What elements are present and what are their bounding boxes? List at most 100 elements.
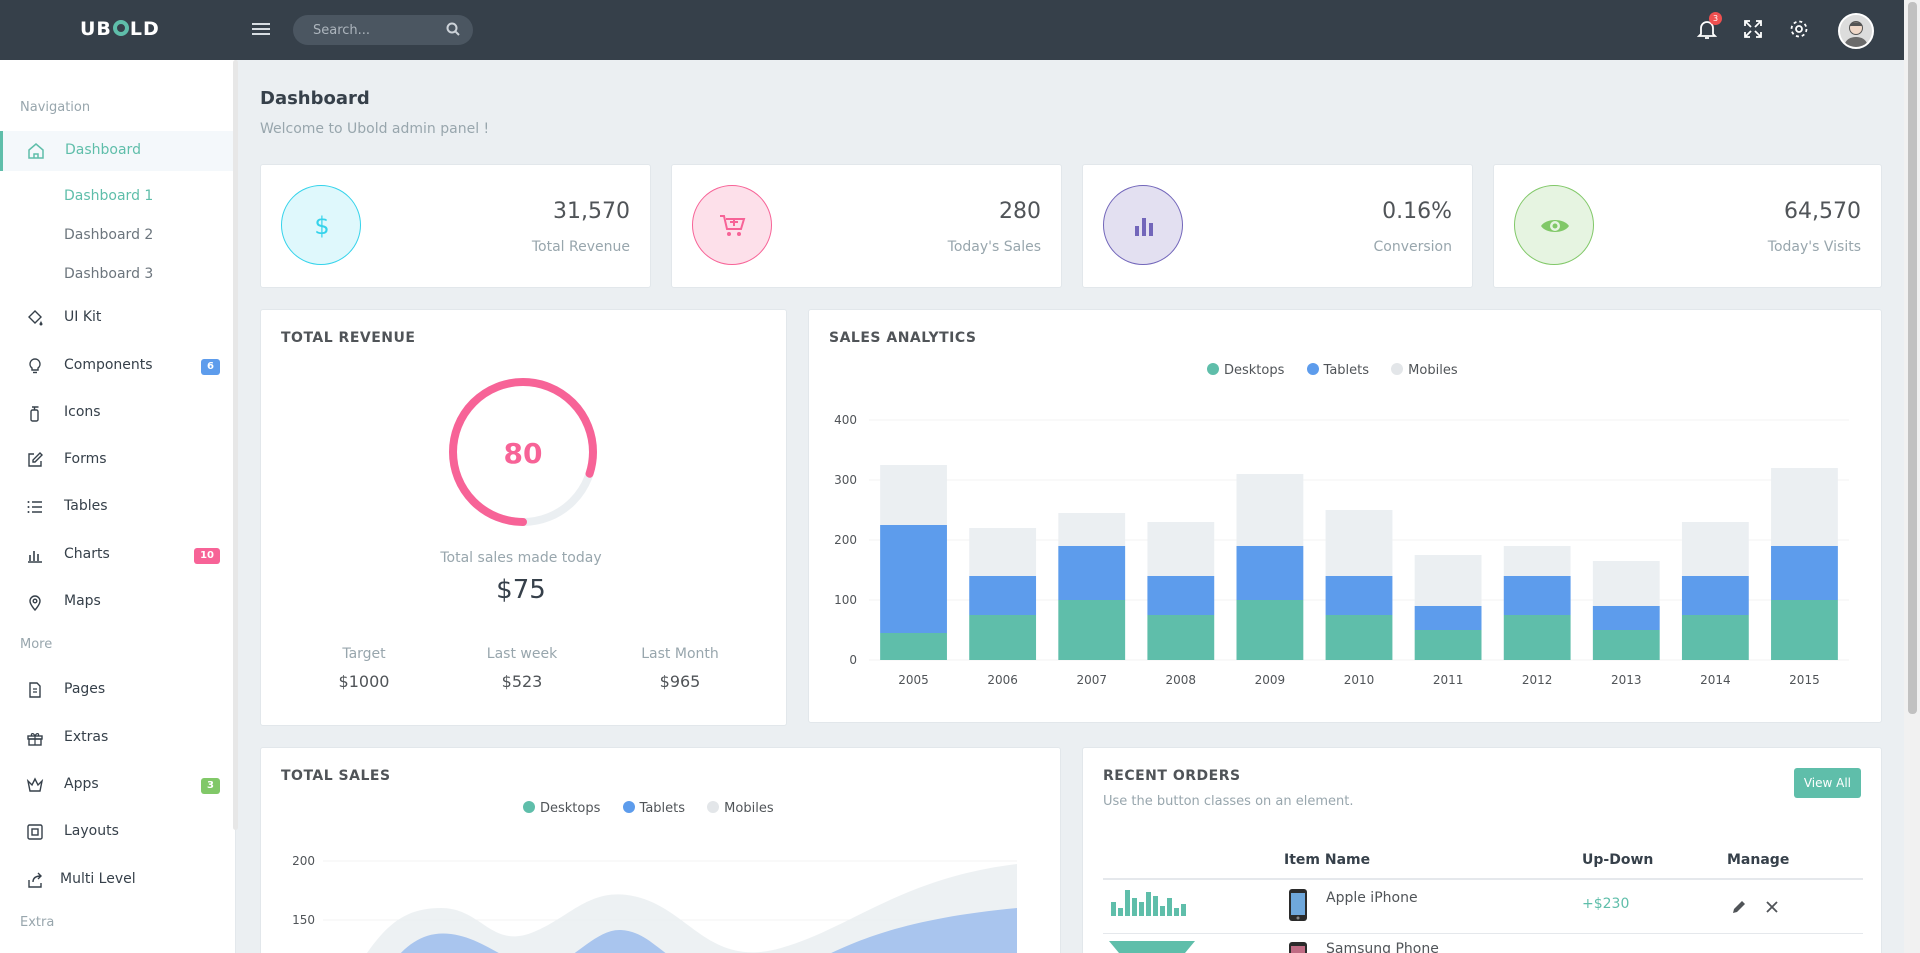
close-icon[interactable] bbox=[1763, 898, 1781, 916]
order-item-name[interactable]: Samsung Phone bbox=[1326, 941, 1439, 953]
scrollbar-thumb[interactable] bbox=[1908, 2, 1917, 714]
stat-icon-circle bbox=[1514, 185, 1594, 265]
legend-item-desktops[interactable]: Desktops bbox=[1207, 363, 1284, 378]
stat-label: Today's Sales bbox=[947, 239, 1041, 255]
bar-desktops bbox=[1325, 615, 1393, 660]
bar-tablets bbox=[1325, 576, 1393, 615]
sidebar-item-layouts[interactable]: Layouts bbox=[0, 812, 236, 852]
area-tablets bbox=[400, 908, 1017, 953]
extra-section-title: Extra bbox=[20, 915, 55, 930]
sidebar-item-dashboard[interactable]: Dashboard bbox=[0, 131, 236, 171]
stat-label: Today's Visits bbox=[1767, 239, 1861, 255]
stat-value: 0.16% bbox=[1382, 199, 1452, 224]
sidebar-item-tables[interactable]: Tables bbox=[0, 487, 236, 527]
area-mobiles bbox=[367, 864, 1017, 953]
hamburger-menu-icon[interactable] bbox=[252, 20, 270, 40]
legend-dot bbox=[622, 801, 635, 813]
sidebar-item-label: Layouts bbox=[64, 823, 119, 839]
revenue-target-column: Target $1000 bbox=[284, 646, 444, 691]
legend-label: Tablets bbox=[1323, 363, 1370, 378]
stat-label: Total Revenue bbox=[531, 239, 630, 255]
page-scrollbar[interactable] bbox=[1904, 0, 1920, 953]
card-title: RECENT ORDERS bbox=[1103, 768, 1241, 784]
search-icon[interactable] bbox=[446, 22, 460, 36]
sidebar-item-charts[interactable]: Charts 10 bbox=[0, 535, 236, 575]
bar-mobiles bbox=[1503, 546, 1571, 576]
column-label: Last week bbox=[486, 646, 558, 662]
legend-item-desktops[interactable]: Desktops bbox=[523, 801, 600, 816]
bar-mobiles bbox=[1592, 561, 1660, 606]
sidebar-item-label: Components bbox=[64, 357, 153, 373]
sidebar-scrollbar[interactable] bbox=[233, 60, 238, 830]
sidebar-item-label: Forms bbox=[64, 451, 107, 467]
sidebar-item-maps[interactable]: Maps bbox=[0, 582, 236, 622]
sidebar-item-pages[interactable]: Pages bbox=[0, 670, 236, 710]
search-box bbox=[293, 15, 473, 45]
bar-mobiles bbox=[1058, 513, 1126, 546]
app-logo[interactable]: UB LD bbox=[80, 18, 160, 40]
legend-label: Mobiles bbox=[724, 801, 774, 816]
sidebar-item-forms[interactable]: Forms bbox=[0, 440, 236, 480]
table-header-divider bbox=[1103, 878, 1863, 880]
view-all-button[interactable]: View All bbox=[1793, 768, 1861, 798]
search-input[interactable] bbox=[293, 15, 433, 45]
edit-icon bbox=[28, 452, 43, 467]
stat-label: Conversion bbox=[1373, 239, 1453, 255]
x-tick-label: 2014 bbox=[1700, 673, 1731, 687]
list-icon bbox=[27, 501, 42, 513]
stat-value: 280 bbox=[999, 199, 1041, 224]
sidebar-item-ui-kit[interactable]: UI Kit bbox=[0, 298, 236, 338]
y-tick-label: 0 bbox=[849, 653, 857, 667]
paint-bucket-icon bbox=[28, 310, 43, 326]
x-tick-label: 2009 bbox=[1255, 673, 1286, 687]
fullscreen-icon[interactable] bbox=[1741, 17, 1765, 41]
x-tick-label: 2007 bbox=[1076, 673, 1107, 687]
sidebar-item-multi-level[interactable]: Multi Level bbox=[0, 860, 236, 900]
user-avatar[interactable] bbox=[1838, 13, 1874, 49]
sidebar-subitem-dashboard-3[interactable]: Dashboard 3 bbox=[64, 266, 154, 282]
table-header-up-down[interactable]: Up-Down bbox=[1582, 852, 1654, 868]
stat-icon-circle bbox=[692, 185, 772, 265]
legend-item-mobiles[interactable]: Mobiles bbox=[707, 801, 774, 816]
bar-mobiles bbox=[1681, 522, 1749, 576]
revenue-caption: Total sales made today bbox=[440, 550, 602, 566]
bar-desktops bbox=[1771, 600, 1838, 660]
table-header-item-name[interactable]: Item Name bbox=[1284, 852, 1371, 868]
cart-plus-icon bbox=[720, 215, 746, 236]
column-value: $965 bbox=[659, 672, 701, 691]
bar-desktops bbox=[969, 615, 1037, 660]
bar-mobiles bbox=[1771, 468, 1838, 546]
sidebar-subitem-dashboard-1[interactable]: Dashboard 1 bbox=[64, 188, 154, 204]
bar-desktops bbox=[1503, 615, 1571, 660]
x-tick-label: 2005 bbox=[898, 673, 929, 687]
x-tick-label: 2012 bbox=[1522, 673, 1553, 687]
legend-item-mobiles[interactable]: Mobiles bbox=[1391, 363, 1458, 378]
sidebar-item-apps[interactable]: Apps 3 bbox=[0, 765, 236, 805]
y-tick-label: 300 bbox=[834, 473, 857, 487]
revenue-last-week-column: Last week $523 bbox=[442, 646, 602, 691]
legend-item-tablets[interactable]: Tablets bbox=[622, 801, 685, 816]
sidebar-item-label: Multi Level bbox=[60, 871, 136, 887]
sidebar-item-label: Charts bbox=[64, 546, 110, 562]
sidebar-subitem-dashboard-2[interactable]: Dashboard 2 bbox=[64, 227, 154, 243]
lightbulb-icon bbox=[29, 358, 41, 374]
chart-legend: Desktops Tablets Mobiles bbox=[523, 801, 792, 816]
table-header-manage[interactable]: Manage bbox=[1727, 852, 1790, 868]
sidebar-item-components[interactable]: Components 6 bbox=[0, 346, 236, 386]
order-item-name[interactable]: Apple iPhone bbox=[1326, 890, 1418, 906]
bar-mobiles bbox=[969, 528, 1037, 576]
legend-item-tablets[interactable]: Tablets bbox=[1306, 363, 1370, 378]
sidebar-item-label: Apps bbox=[64, 776, 99, 792]
bar-desktops bbox=[1592, 630, 1660, 660]
edit-icon[interactable] bbox=[1730, 898, 1748, 916]
legend-label: Mobiles bbox=[1408, 363, 1458, 378]
fire-extinguisher-icon bbox=[30, 406, 39, 422]
sidebar-item-icons[interactable]: Icons bbox=[0, 393, 236, 433]
sidebar-item-label: Maps bbox=[64, 593, 101, 609]
gear-icon[interactable] bbox=[1787, 17, 1811, 41]
bar-tablets bbox=[880, 525, 947, 633]
bar-chart-icon bbox=[1135, 218, 1153, 236]
stat-card-total-revenue: $ 31,570 Total Revenue bbox=[260, 164, 651, 288]
sidebar-item-extras[interactable]: Extras bbox=[0, 718, 236, 758]
svg-text:$: $ bbox=[314, 212, 329, 240]
